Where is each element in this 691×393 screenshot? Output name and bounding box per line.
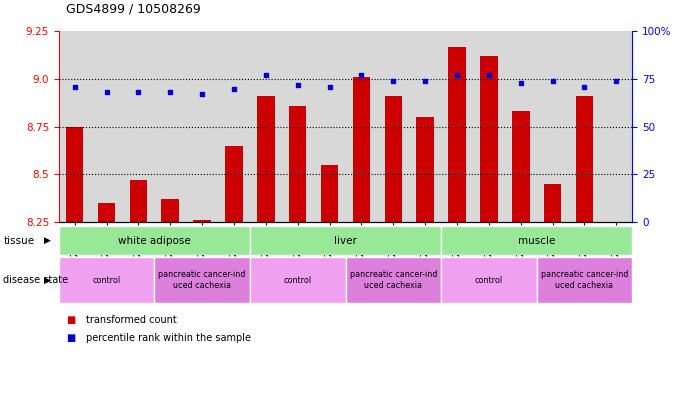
Bar: [537, 257, 632, 303]
Text: control: control: [475, 275, 503, 285]
Bar: [154, 257, 250, 303]
Bar: [441, 257, 537, 303]
Bar: [59, 257, 154, 303]
Bar: [321, 165, 339, 222]
Text: transformed count: transformed count: [86, 315, 177, 325]
Bar: [250, 226, 441, 255]
Bar: [473, 31, 505, 222]
Text: disease state: disease state: [3, 275, 68, 285]
Bar: [537, 31, 569, 222]
Bar: [384, 96, 402, 222]
Bar: [512, 112, 529, 222]
Text: pancreatic cancer-ind
uced cachexia: pancreatic cancer-ind uced cachexia: [158, 270, 246, 290]
Text: control: control: [93, 275, 121, 285]
Bar: [282, 31, 314, 222]
Bar: [91, 31, 122, 222]
Bar: [346, 31, 377, 222]
Bar: [162, 199, 179, 222]
Bar: [250, 31, 282, 222]
Text: ■: ■: [66, 333, 75, 343]
Text: pancreatic cancer-ind
uced cachexia: pancreatic cancer-ind uced cachexia: [541, 270, 628, 290]
Bar: [505, 31, 537, 222]
Text: pancreatic cancer-ind
uced cachexia: pancreatic cancer-ind uced cachexia: [350, 270, 437, 290]
Bar: [122, 31, 154, 222]
Text: percentile rank within the sample: percentile rank within the sample: [86, 333, 252, 343]
Bar: [289, 106, 307, 222]
Bar: [569, 31, 600, 222]
Bar: [314, 31, 346, 222]
Bar: [66, 127, 84, 222]
Bar: [352, 77, 370, 222]
Text: liver: liver: [334, 236, 357, 246]
Bar: [409, 31, 441, 222]
Bar: [59, 226, 250, 255]
Bar: [544, 184, 561, 222]
Bar: [377, 31, 409, 222]
Bar: [59, 31, 91, 222]
Text: white adipose: white adipose: [118, 236, 191, 246]
Text: ▶: ▶: [44, 275, 50, 285]
Bar: [250, 257, 346, 303]
Text: GDS4899 / 10508269: GDS4899 / 10508269: [66, 3, 200, 16]
Bar: [441, 31, 473, 222]
Bar: [600, 31, 632, 222]
Bar: [448, 47, 466, 222]
Text: control: control: [283, 275, 312, 285]
Text: muscle: muscle: [518, 236, 556, 246]
Text: ■: ■: [66, 315, 75, 325]
Bar: [218, 31, 250, 222]
Bar: [441, 226, 632, 255]
Text: ▶: ▶: [44, 236, 50, 245]
Bar: [225, 146, 243, 222]
Bar: [130, 180, 147, 222]
Bar: [480, 56, 498, 222]
Bar: [257, 96, 274, 222]
Bar: [186, 31, 218, 222]
Bar: [576, 96, 594, 222]
Text: tissue: tissue: [3, 236, 35, 246]
Bar: [97, 203, 115, 222]
Bar: [154, 31, 186, 222]
Bar: [193, 220, 211, 222]
Bar: [417, 117, 434, 222]
Bar: [346, 257, 441, 303]
